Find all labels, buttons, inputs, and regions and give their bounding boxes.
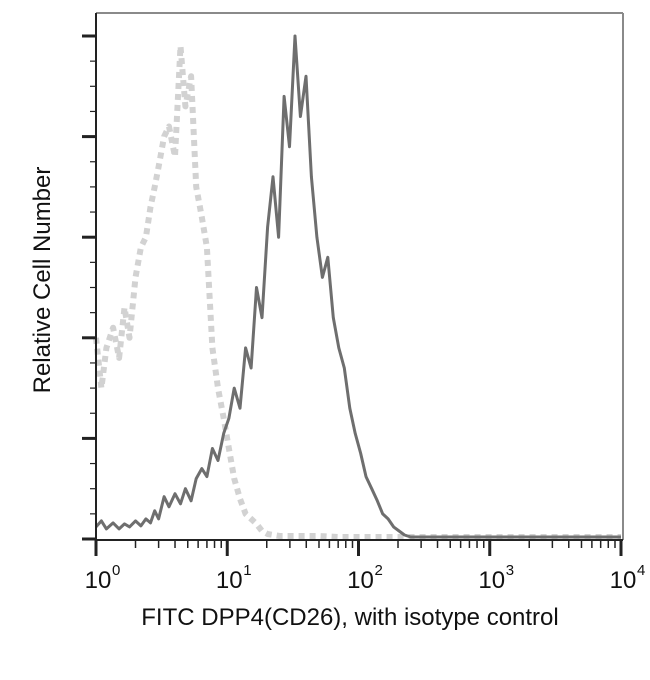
plot-frame bbox=[96, 12, 624, 540]
x-tick-label: 10 4 bbox=[610, 562, 646, 594]
svg-text:3: 3 bbox=[506, 562, 514, 579]
x-axis-title: FITC DPP4(CD26), with isotype control bbox=[141, 604, 558, 631]
svg-text:10: 10 bbox=[85, 567, 112, 594]
x-tick-label: 10 2 bbox=[347, 562, 383, 594]
y-axis-title: Relative Cell Number bbox=[29, 167, 56, 394]
svg-text:10: 10 bbox=[478, 567, 505, 594]
sample-curve bbox=[94, 34, 621, 539]
svg-text:10: 10 bbox=[347, 567, 374, 594]
svg-text:0: 0 bbox=[112, 562, 120, 579]
svg-text:10: 10 bbox=[216, 567, 243, 594]
svg-text:10: 10 bbox=[610, 567, 637, 594]
x-tick-labels: 10 0 10 1 10 2 10 3 10 4 bbox=[85, 562, 646, 594]
svg-text:2: 2 bbox=[375, 562, 383, 579]
y-axis bbox=[82, 13, 97, 542]
x-tick-label: 10 1 bbox=[216, 562, 252, 594]
svg-text:4: 4 bbox=[637, 562, 645, 579]
x-tick-label: 10 3 bbox=[478, 562, 514, 594]
isotype-curve bbox=[93, 43, 621, 540]
isotype-control-series bbox=[93, 43, 621, 540]
x-tick-label: 10 0 bbox=[85, 562, 121, 594]
x-axis bbox=[94, 539, 623, 556]
dpp4-sample-series bbox=[94, 34, 621, 539]
svg-text:1: 1 bbox=[243, 562, 251, 579]
